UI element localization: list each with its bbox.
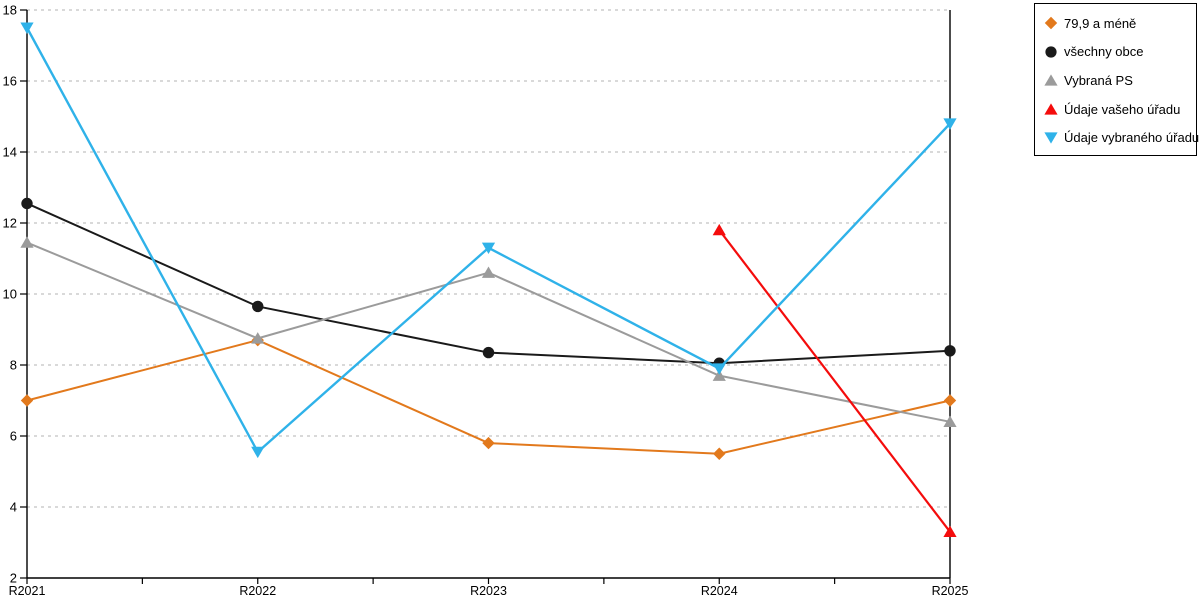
data-point-triangle-up [481,266,496,278]
data-point-diamond [943,394,957,407]
x-axis-label: R2022 [239,584,276,598]
data-point-triangle-down [481,242,496,255]
y-axis-label: 4 [10,500,17,515]
data-point-diamond [482,436,495,450]
series-line-4 [25,27,951,454]
x-axis-label: R2021 [9,584,46,598]
y-axis-label: 14 [3,145,17,160]
y-axis-label: 16 [3,74,17,89]
x-axis-label: R2023 [470,584,507,598]
legend-item-4: Údaje vybraného úřadu [1035,123,1200,152]
data-point-diamond [20,394,34,407]
y-axis-label: 2 [10,571,17,586]
series-4 [20,22,957,459]
data-point-triangle-up [943,525,957,538]
y-axis-label: 6 [10,429,17,444]
data-point-triangle-up [20,236,34,248]
data-point-circle [21,197,33,210]
series-3 [712,223,957,538]
data-point-triangle-up [712,223,726,236]
data-point-triangle-down [251,446,265,459]
data-point-triangle-up [943,415,957,427]
legend-triangle-up-icon [1044,74,1058,87]
y-axis-label: 8 [10,358,17,373]
legend-triangle-up-icon [1044,103,1058,115]
y-axis-label: 10 [3,287,17,302]
y-axis-label: 18 [3,3,17,18]
legend-label: 79,9 a méně [1064,15,1137,31]
data-point-triangle-up [712,369,726,381]
data-point-triangle-down [943,118,957,130]
axes: 2 4 6 8 10 12 14 16 18 R2021 R2022 R2023 R2024 R2025 [3,3,969,599]
legend-item-2: Vybraná PS [1035,66,1196,95]
data-point-triangle-down [712,363,726,375]
legend-item-0: 79,9 a méně [1035,9,1196,38]
legend-diamond-icon [1044,17,1058,30]
legend-label: Údaje vašeho úřadu [1064,101,1181,117]
legend-label: Vybraná PS [1064,72,1133,88]
y-axis-label: 12 [3,216,17,231]
legend-item-3: Údaje vašeho úřadu [1035,95,1196,124]
data-point-diamond [713,447,726,460]
data-point-triangle-down [20,22,34,34]
data-point-circle [482,346,495,359]
x-axis-label: R2024 [701,584,738,598]
series-line-3 [718,229,951,533]
data-point-circle [944,345,956,357]
series-2 [20,236,957,427]
legend-circle-icon [1045,46,1057,58]
legend-item-1: všechny obce [1035,38,1196,67]
data-point-circle [252,300,264,313]
legend-label: všechny obce [1064,44,1144,60]
x-axis-label: R2025 [932,584,969,598]
legend-triangle-down-icon [1044,132,1058,144]
legend-label: Údaje vybraného úřadu [1064,130,1200,146]
legend: 79,9 a méně všechny obce Vybraná PS Údaje v… [1034,3,1200,156]
data-point-triangle-up [251,332,265,344]
